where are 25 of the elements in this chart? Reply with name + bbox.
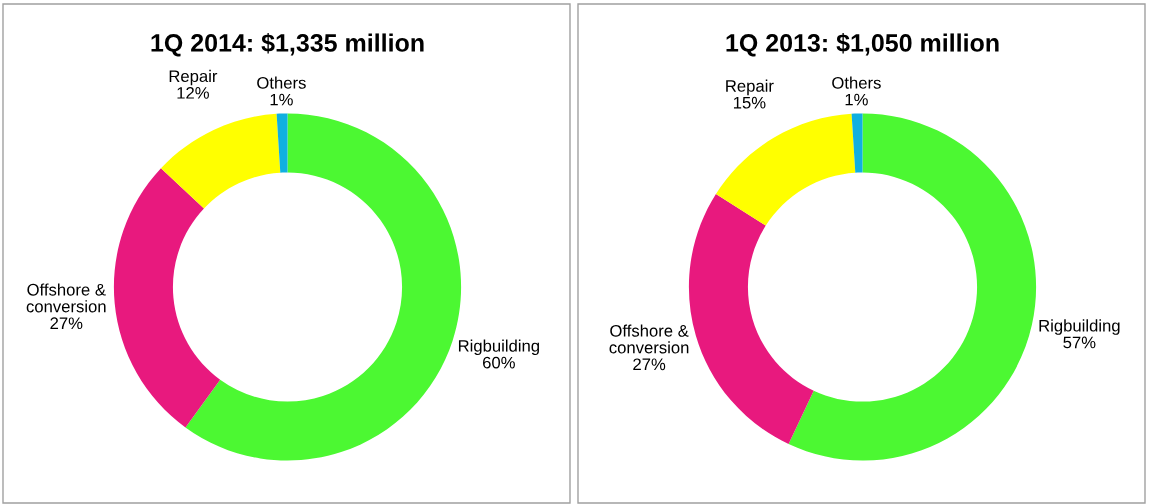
slice-label: Offshore & conversion [609, 324, 689, 354]
data-label: 15% [733, 96, 766, 109]
data-label: 1% [845, 93, 868, 106]
donut-slice [688, 193, 814, 445]
data-label: 60% [483, 356, 515, 369]
slice-label: Rigbuilding [1039, 319, 1120, 335]
donut-slice [851, 113, 863, 173]
data-label: 1% [270, 93, 293, 106]
data-label: 12% [177, 86, 209, 99]
donut-slice [160, 113, 281, 209]
donut-slice [113, 168, 221, 428]
data-label: 27% [50, 317, 83, 330]
donut-slice [788, 113, 1037, 461]
slice-label: Rigbuilding [458, 339, 539, 356]
slice-label: Repair [726, 79, 774, 96]
slice-label: Others [832, 76, 881, 89]
donut-slice [276, 113, 288, 173]
donut-slice [715, 113, 856, 226]
slice-label: Offshore & conversion [26, 283, 106, 313]
slice-label: Others [257, 76, 306, 89]
slice-label: Repair [169, 69, 218, 86]
data-label: 57% [1063, 336, 1096, 349]
chart-title: 1Q 2013: $1,050 million [726, 32, 999, 57]
chart-title: 1Q 2014: $1,335 million [151, 32, 424, 57]
data-label: 27% [633, 358, 666, 371]
